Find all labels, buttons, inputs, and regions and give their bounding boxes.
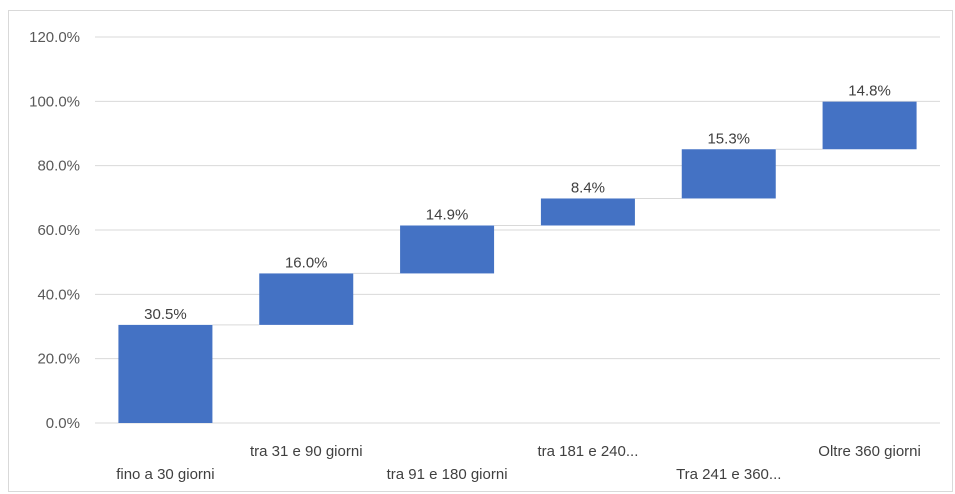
connectors: [212, 148, 823, 326]
x-category-label: Oltre 360 giorni: [818, 443, 921, 460]
bar: [259, 273, 354, 325]
data-label: 15.3%: [707, 130, 750, 147]
data-label: 16.0%: [285, 254, 328, 271]
data-label: 8.4%: [571, 179, 605, 196]
gridlines: [95, 36, 940, 424]
y-tick-label: 80.0%: [37, 158, 80, 175]
x-category-label: fino a 30 giorni: [116, 466, 214, 483]
bar: [822, 101, 917, 150]
bar: [681, 149, 776, 199]
bar: [540, 198, 635, 226]
y-tick-label: 20.0%: [37, 351, 80, 368]
data-label: 14.9%: [426, 206, 469, 223]
data-label: 30.5%: [144, 306, 187, 323]
x-axis-categories: fino a 30 giorni tra 31 e 90 giorni tra 91…: [116, 443, 921, 483]
y-tick-label: 60.0%: [37, 222, 80, 239]
y-tick-label: 100.0%: [29, 93, 80, 110]
x-category-label: Tra 241 e 360...: [676, 466, 781, 483]
bar: [118, 324, 213, 423]
bar: [400, 225, 495, 274]
data-label: 14.8%: [848, 83, 891, 100]
y-tick-label: 120.0%: [29, 29, 80, 46]
x-category-label: tra 91 e 180 giorni: [387, 466, 508, 483]
y-axis-ticks: 0.0% 20.0% 40.0% 60.0% 80.0% 100.0% 120.0%: [29, 29, 80, 432]
bars: [118, 101, 917, 423]
x-category-label: tra 181 e 240...: [537, 443, 638, 460]
data-labels: 30.5% 16.0% 14.9% 8.4% 15.3% 14.8%: [144, 83, 891, 323]
y-tick-label: 40.0%: [37, 286, 80, 303]
x-category-label: tra 31 e 90 giorni: [250, 443, 363, 460]
y-tick-label: 0.0%: [46, 415, 80, 432]
